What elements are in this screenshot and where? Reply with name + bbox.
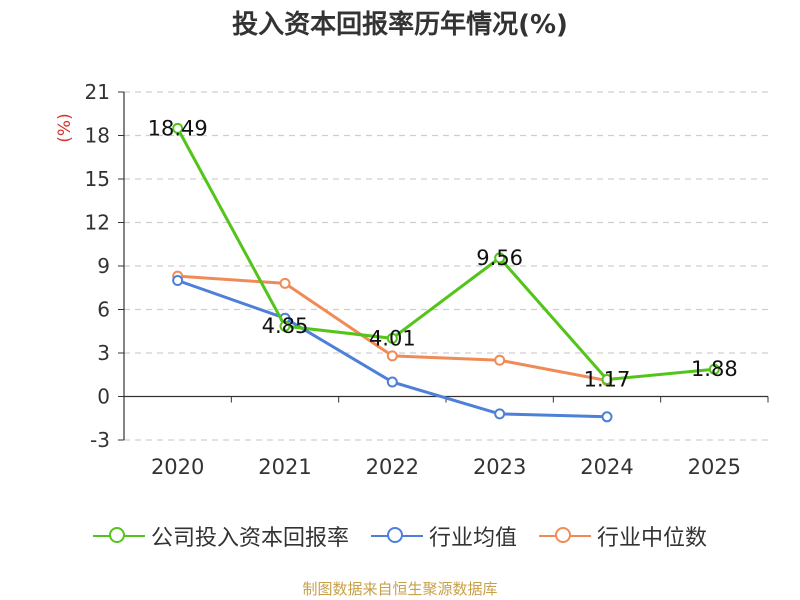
y-axis-label: (%): [55, 113, 75, 142]
x-tick-label: 2021: [258, 455, 311, 479]
legend: 公司投入资本回报率 行业均值 行业中位数: [0, 520, 800, 552]
data-label: 1.17: [584, 368, 631, 392]
y-tick-label: 21: [85, 80, 110, 104]
y-tick-label: 6: [97, 298, 110, 322]
y-tick-label: 18: [85, 124, 110, 148]
legend-label-industry-median: 行业中位数: [597, 526, 708, 551]
legend-label-industry-mean: 行业均值: [428, 526, 517, 551]
series-line-company: [176, 127, 715, 382]
legend-swatch-industry-mean: [370, 526, 423, 546]
data-point-industry-mean: [601, 411, 613, 423]
data-label: 9.56: [476, 246, 523, 270]
data-point-company: [172, 122, 184, 134]
y-tick-label: 0: [97, 385, 110, 409]
data-label: 1.88: [691, 357, 738, 381]
legend-label-company: 公司投入资本回报率: [150, 526, 349, 551]
chart-title: 投入资本回报率历年情况(%): [232, 10, 568, 40]
data-point-industry-median: [494, 354, 506, 366]
y-tick-label: 15: [85, 167, 110, 191]
legend-swatch-company: [92, 526, 145, 546]
x-tick-label: 2024: [580, 455, 633, 479]
legend-swatch-industry-median: [539, 526, 591, 546]
x-tick-label: 2020: [151, 455, 204, 479]
data-point-industry-median: [279, 277, 291, 289]
x-tick-label: 2023: [473, 455, 526, 479]
legend-item-company[interactable]: 公司投入资本回报率: [92, 520, 349, 552]
legend-item-industry-mean[interactable]: 行业均值: [370, 520, 517, 552]
data-label: 4.01: [369, 326, 416, 350]
data-point-industry-median: [386, 350, 398, 362]
data-point-industry-mean: [386, 376, 398, 388]
data-point-company: [708, 363, 720, 375]
data-point-company: [279, 320, 291, 332]
data-point-industry-mean: [172, 275, 184, 286]
y-tick-label: 3: [97, 341, 110, 365]
source-note: 制图数据来自恒生聚源数据库: [302, 580, 498, 598]
data-point-company: [601, 374, 613, 386]
data-point-company: [386, 332, 398, 344]
data-point-company: [494, 252, 506, 264]
legend-item-industry-median[interactable]: 行业中位数: [539, 520, 707, 552]
data-label: 18.49: [148, 116, 208, 140]
y-tick-label: 12: [85, 211, 110, 235]
y-tick-label: -3: [90, 428, 110, 452]
data-label: 4.85: [262, 314, 309, 338]
x-tick-label: 2025: [688, 455, 741, 479]
data-point-industry-mean: [494, 408, 506, 420]
x-tick-label: 2022: [366, 455, 419, 479]
y-tick-label: 9: [97, 254, 110, 278]
